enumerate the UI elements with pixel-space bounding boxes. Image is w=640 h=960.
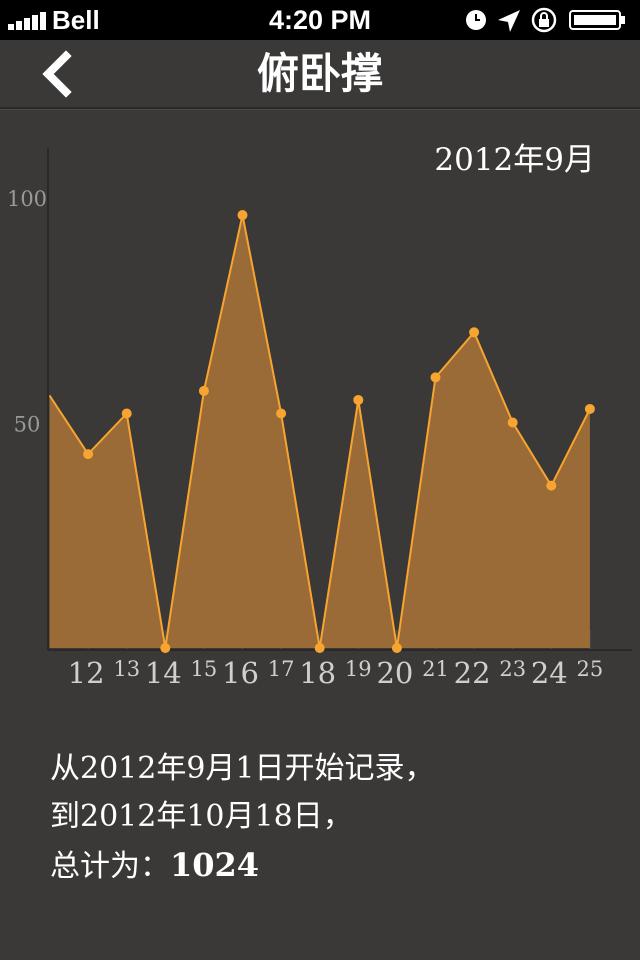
summary: 从2012年9月1日开始记录， 到2012年10月18日， 总计为：1024 <box>50 745 435 891</box>
x-tick-label: 25 <box>577 657 604 681</box>
data-point <box>430 372 441 383</box>
data-point <box>121 408 132 419</box>
total-label: 总计为： <box>50 849 170 884</box>
area-fill <box>49 215 590 649</box>
x-tick-label: 15 <box>191 657 218 681</box>
data-point <box>546 480 557 491</box>
x-tick-label: 24 <box>531 656 568 690</box>
data-point <box>391 643 402 653</box>
chevron-left-icon <box>42 50 72 98</box>
status-time: 4:20 PM <box>268 5 372 35</box>
chart-title: 2012年9月 <box>434 142 595 178</box>
summary-end-date: 到2012年10月18日， <box>50 799 353 834</box>
status-icons <box>466 7 625 33</box>
summary-total: 总计为：1024 <box>50 841 435 891</box>
data-point <box>469 327 480 338</box>
x-tick-label: 23 <box>499 657 526 681</box>
data-point <box>314 643 325 653</box>
y-tick-label: 50 <box>14 413 41 437</box>
data-point <box>237 210 248 221</box>
data-point <box>584 403 595 414</box>
x-tick-label: 20 <box>376 656 413 690</box>
x-tick-label: 13 <box>113 657 140 681</box>
data-point <box>507 417 518 428</box>
alarm-clock-icon <box>466 10 486 30</box>
x-tick-label: 21 <box>422 657 449 681</box>
data-point <box>83 449 94 460</box>
data-point <box>198 385 209 396</box>
signal-strength-icon <box>8 10 48 30</box>
back-button[interactable] <box>28 48 88 100</box>
data-point <box>160 643 171 653</box>
x-tick-label: 14 <box>145 656 182 690</box>
data-point <box>353 394 364 405</box>
y-tick-label: 100 <box>7 187 47 211</box>
status-bar: Bell 4:20 PM <box>0 0 640 40</box>
location-arrow-icon <box>498 10 520 32</box>
navigation-bar: 俯卧撑 <box>0 40 640 109</box>
data-point <box>276 408 287 419</box>
battery-icon <box>569 10 625 30</box>
carrier-name: Bell <box>52 5 100 35</box>
x-tick-label: 22 <box>454 656 491 690</box>
summary-start-date: 从2012年9月1日开始记录， <box>50 751 435 786</box>
x-tick-label: 19 <box>345 657 372 681</box>
total-value: 1024 <box>170 846 260 884</box>
rotation-lock-icon <box>531 7 557 33</box>
x-tick-label: 16 <box>222 656 259 690</box>
pushup-area-chart: 12 13 14 15 16 17 18 19 20 21 22 23 24 25 50 100 2012年9… <box>7 142 632 690</box>
page-title: 俯卧撑 <box>256 49 383 98</box>
x-tick-label: 12 <box>68 656 105 690</box>
x-tick-label: 18 <box>299 656 336 690</box>
x-tick-label: 17 <box>268 657 295 681</box>
